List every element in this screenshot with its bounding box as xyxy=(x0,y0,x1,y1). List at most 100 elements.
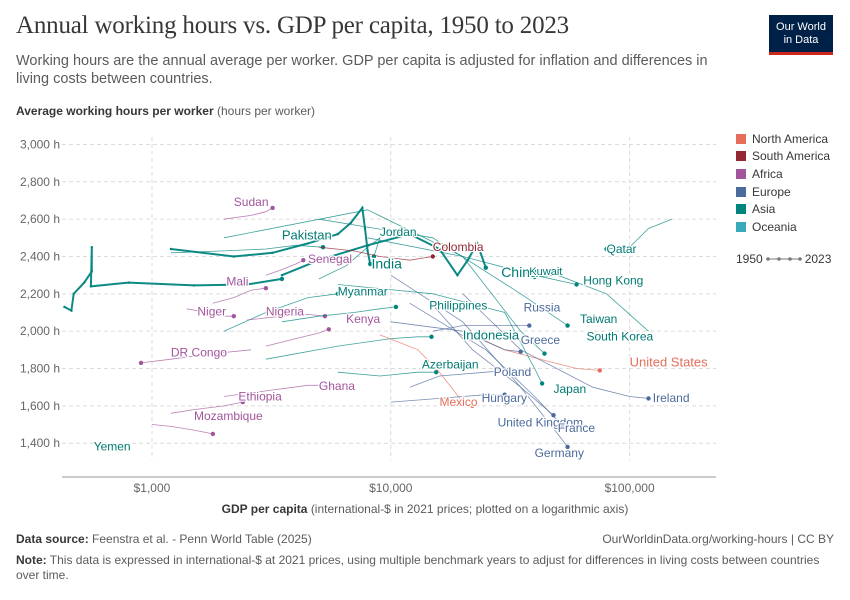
series-point xyxy=(532,274,537,280)
country-label: Nigeria xyxy=(266,304,304,318)
series-line xyxy=(337,284,543,384)
country-label: United Kingdom xyxy=(498,415,583,429)
series-point xyxy=(89,285,93,288)
country-label: India xyxy=(372,256,403,272)
country-label: China xyxy=(501,264,538,280)
series-point xyxy=(335,291,340,296)
legend-swatch xyxy=(736,133,746,144)
country-label: Qatar xyxy=(607,242,637,256)
x-axis-label-rest: (international-$ in 2021 prices; plotted… xyxy=(310,502,629,516)
series-line xyxy=(265,259,304,276)
legend-item[interactable]: Europe xyxy=(736,183,830,201)
series-point xyxy=(542,351,547,356)
y-tick-label: 1,600 h xyxy=(20,399,60,413)
y-tick-label: 2,200 h xyxy=(20,287,60,301)
country-label: Hungary xyxy=(482,391,527,405)
year-range-end: 2023 xyxy=(804,252,832,266)
series-point xyxy=(393,304,399,310)
legend-item[interactable]: North America xyxy=(736,130,830,148)
legend-item[interactable]: Africa xyxy=(736,165,830,183)
series-line xyxy=(390,321,521,353)
series-line xyxy=(534,274,649,332)
chart-title: Annual working hours vs. GDP per capita,… xyxy=(16,12,569,39)
data-source-text[interactable]: Feenstra et al. - Penn World Table (2025… xyxy=(92,532,312,546)
country-label: Russia xyxy=(524,301,561,315)
year-range-legend: 1950 2023 xyxy=(736,252,831,266)
country-label: Kuwait xyxy=(529,266,562,278)
series-line xyxy=(379,334,473,407)
series-point xyxy=(429,334,434,339)
country-label: Pakistan xyxy=(282,228,332,243)
series-point xyxy=(301,258,306,263)
series-point xyxy=(470,403,475,409)
legend-swatch xyxy=(736,204,746,215)
series-point xyxy=(192,284,196,287)
series-point xyxy=(366,244,369,247)
series-point xyxy=(527,323,532,328)
owid-logo[interactable]: Our World in Data xyxy=(769,15,833,55)
country-label: Ghana xyxy=(319,379,355,393)
series-line xyxy=(318,218,568,326)
series-point xyxy=(271,251,274,254)
series-point xyxy=(270,205,275,211)
series-point xyxy=(363,227,367,230)
country-label: Germany xyxy=(535,446,584,460)
legend-swatch xyxy=(736,186,746,197)
series-line xyxy=(367,237,577,285)
series-point xyxy=(366,249,369,253)
series-line xyxy=(409,302,563,425)
chart-subtitle: Working hours are the annual average per… xyxy=(16,53,708,87)
legend-item[interactable]: South America xyxy=(736,148,830,166)
legend-item[interactable]: Asia xyxy=(736,200,830,218)
series-point xyxy=(502,392,507,397)
series-point xyxy=(328,383,333,388)
series-line xyxy=(606,218,672,250)
series-line xyxy=(212,287,266,304)
series-point xyxy=(326,327,331,332)
series-point xyxy=(438,247,441,251)
series-point xyxy=(169,247,173,251)
source-url[interactable]: OurWorldinData.org/working-hours | CC BY xyxy=(602,532,834,546)
country-label: Senegal xyxy=(308,252,352,266)
series-point xyxy=(476,242,479,245)
y-axis-label: Average working hours per worker (hours … xyxy=(16,104,315,118)
series-line xyxy=(223,293,338,332)
series-line xyxy=(390,274,568,448)
series-line xyxy=(318,236,381,280)
legend-label: South America xyxy=(752,149,831,164)
series-line xyxy=(390,394,505,403)
series-point xyxy=(574,282,579,287)
series-point xyxy=(63,305,66,309)
country-label: Mozambique xyxy=(194,409,263,423)
y-tick-label: 3,000 h xyxy=(20,137,60,151)
x-tick-label: $100,000 xyxy=(605,481,655,495)
series-point xyxy=(349,221,352,225)
series-line xyxy=(337,371,437,377)
series-point xyxy=(368,261,373,267)
series-point xyxy=(646,396,651,401)
note-text: This data is expressed in international-… xyxy=(16,553,820,582)
legend-label: Europe xyxy=(752,184,791,199)
series-line xyxy=(223,384,331,397)
series-line xyxy=(281,306,396,323)
y-tick-label: 2,000 h xyxy=(20,324,60,338)
country-label: Myanmar xyxy=(338,285,388,299)
x-axis-label-bold: GDP per capita xyxy=(221,502,308,516)
country-label: Mexico xyxy=(440,395,478,409)
series-line xyxy=(246,313,325,321)
series-point xyxy=(232,255,235,258)
logo-line-1: Our World xyxy=(776,20,826,33)
country-label: Colombia xyxy=(433,240,484,254)
series-point xyxy=(280,274,284,277)
country-label: Japan xyxy=(554,382,587,396)
country-label: Sudan xyxy=(234,195,269,209)
country-label: DR Congo xyxy=(171,345,227,359)
series-point xyxy=(90,246,94,249)
legend-item[interactable]: Oceania xyxy=(736,218,830,236)
country-label: Niger xyxy=(197,304,226,318)
series-point xyxy=(72,292,75,295)
series-point xyxy=(138,360,144,366)
series-line xyxy=(151,424,213,435)
series-point xyxy=(565,323,570,328)
